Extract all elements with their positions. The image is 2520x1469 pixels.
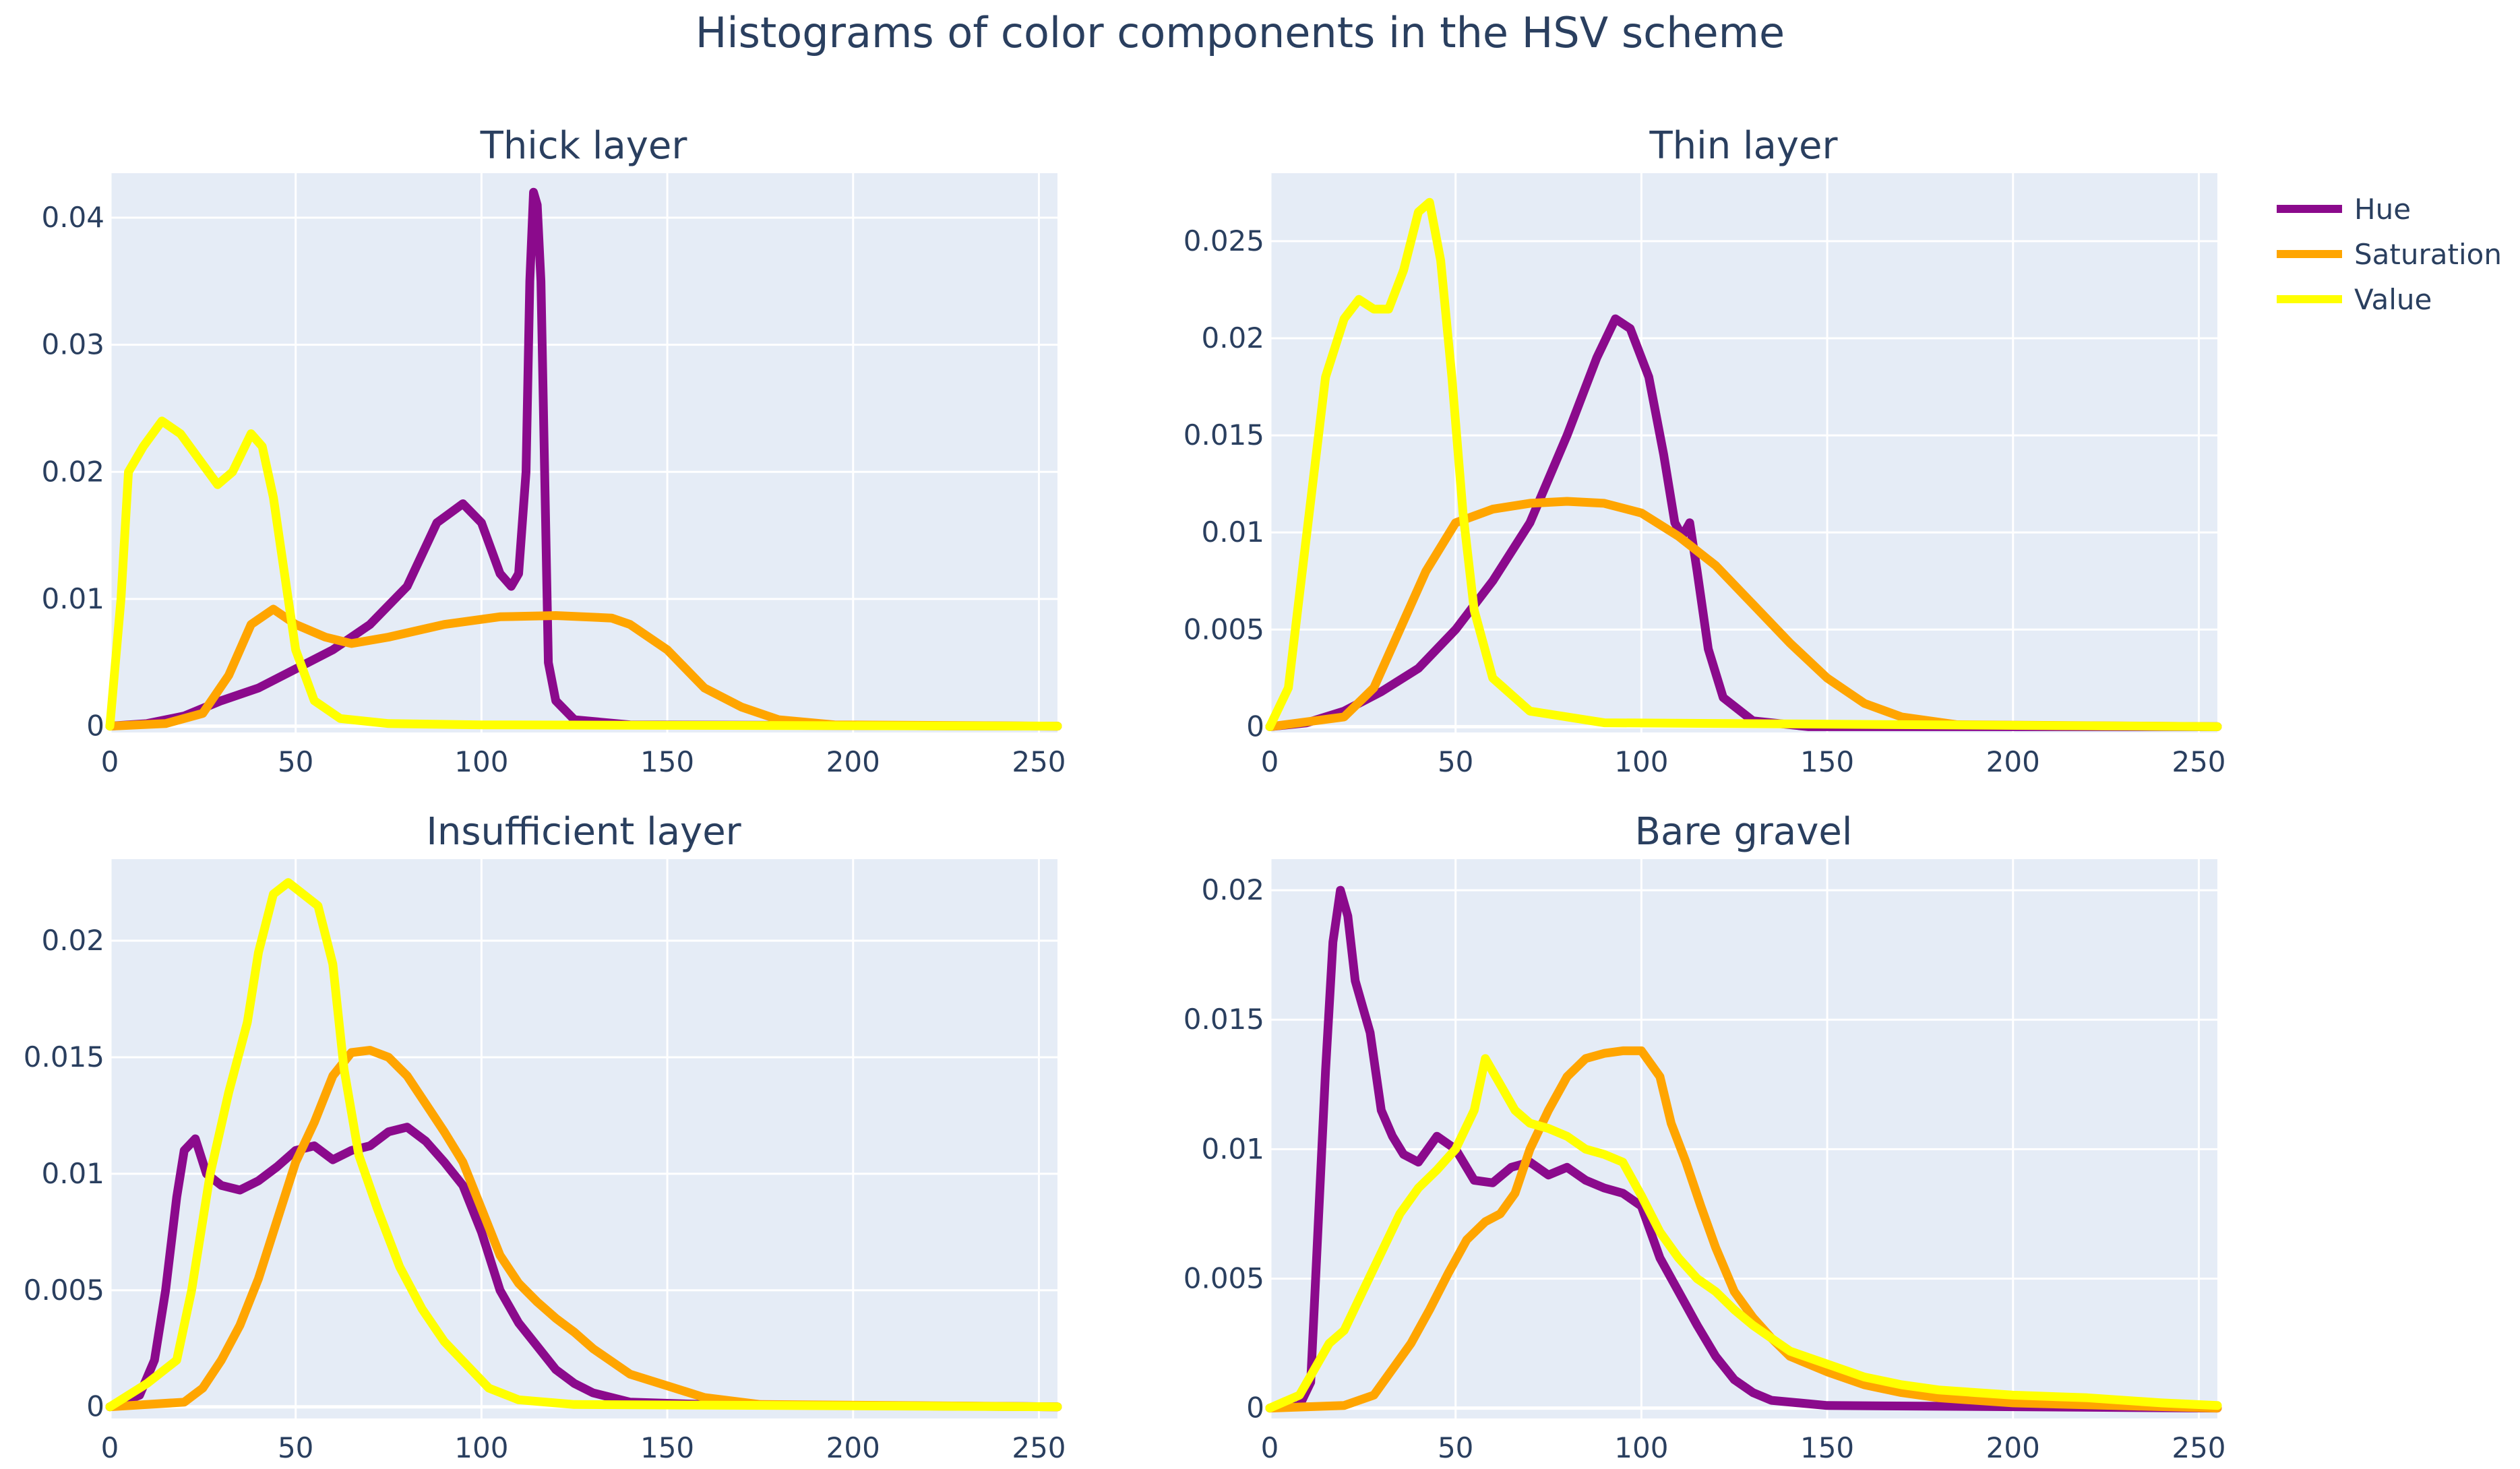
x-tick-label: 150 — [1800, 745, 1854, 778]
plot-area — [110, 173, 1057, 732]
legend-item-saturation: Saturation — [2277, 238, 2502, 271]
y-tick-label: 0 — [1246, 1392, 1264, 1425]
x-tick-label: 0 — [1261, 1431, 1279, 1464]
y-tick-label: 0.015 — [24, 1040, 104, 1073]
x-tick-label: 250 — [2172, 745, 2225, 778]
x-tick-label: 100 — [454, 745, 508, 778]
x-tick-label: 0 — [101, 745, 119, 778]
x-tick-label: 200 — [1986, 1431, 2040, 1464]
x-tick-label: 250 — [2172, 1431, 2225, 1464]
legend: Hue Saturation Value — [2277, 193, 2502, 316]
x-tick-label: 200 — [1986, 745, 2040, 778]
y-tick-label: 0.015 — [1184, 1003, 1264, 1036]
x-tick-label: 250 — [1012, 1431, 1066, 1464]
plot-area — [1270, 859, 2217, 1418]
y-tick-label: 0.015 — [1184, 418, 1264, 451]
subplot-title: Thick layer — [480, 124, 688, 168]
legend-label: Hue — [2354, 193, 2411, 226]
plot-area — [1270, 173, 2217, 732]
y-tick-label: 0.04 — [41, 201, 104, 234]
y-tick-label: 0.03 — [41, 328, 104, 361]
panel-insufficient-layer: 0 50 100 150 200 250 0 0.005 0.01 0.015 0.02 Insuff… — [24, 810, 1066, 1464]
x-tick-label: 150 — [640, 745, 694, 778]
series-line-value — [1265, 1054, 2222, 1413]
y-tick-label: 0.02 — [41, 924, 104, 957]
panel-thin-layer: 0 50 100 150 200 250 0 0.005 0.01 0.015 0.02 0.025 T… — [1184, 124, 2226, 778]
y-tick-label: 0.01 — [41, 582, 104, 615]
x-tick-label: 50 — [278, 1431, 313, 1464]
plot-area — [110, 859, 1057, 1418]
figure-title: Histograms of color components in the HS… — [696, 8, 1785, 57]
y-tick-label: 0.02 — [41, 455, 104, 488]
subplot-title: Thin layer — [1649, 124, 1838, 168]
y-tick-label: 0.005 — [24, 1274, 104, 1307]
x-tick-label: 150 — [1800, 1431, 1854, 1464]
x-tick-label: 200 — [826, 745, 880, 778]
x-tick-label: 100 — [1614, 1431, 1668, 1464]
y-tick-label: 0.02 — [1201, 873, 1264, 906]
y-tick-label: 0.005 — [1184, 1262, 1264, 1295]
x-tick-label: 250 — [1012, 745, 1066, 778]
x-tick-label: 50 — [278, 745, 313, 778]
y-tick-label: 0 — [86, 1390, 104, 1423]
legend-item-hue: Hue — [2277, 193, 2411, 226]
panel-thick-layer: 0 50 100 150 200 250 0 0.01 0.02 0.03 0.04 Thick la… — [41, 124, 1066, 778]
x-tick-label: 0 — [101, 1431, 119, 1464]
series-line-hue — [1265, 314, 2222, 731]
x-tick-label: 200 — [826, 1431, 880, 1464]
y-tick-label: 0.02 — [1201, 321, 1264, 354]
panel-bare-gravel: 0 50 100 150 200 250 0 0.005 0.01 0.015 0.02 Bare g… — [1184, 810, 2226, 1464]
x-tick-label: 100 — [1614, 745, 1668, 778]
x-tick-label: 150 — [640, 1431, 694, 1464]
y-tick-label: 0 — [86, 710, 104, 743]
series-line-value — [105, 416, 1062, 731]
legend-label: Value — [2354, 283, 2432, 316]
x-tick-label: 50 — [1438, 1431, 1473, 1464]
y-tick-label: 0 — [1246, 710, 1264, 743]
series-line-saturation — [1265, 497, 2222, 731]
series-line-saturation — [105, 604, 1062, 731]
series-line-value — [105, 878, 1062, 1412]
x-tick-label: 50 — [1438, 745, 1473, 778]
y-tick-label: 0.005 — [1184, 613, 1264, 646]
legend-item-value: Value — [2277, 283, 2432, 316]
series-line-value — [1265, 197, 2222, 731]
series-line-hue — [1265, 885, 2222, 1413]
y-tick-label: 0.01 — [41, 1157, 104, 1190]
x-tick-label: 100 — [454, 1431, 508, 1464]
series-line-hue — [105, 187, 1062, 731]
subplot-title: Bare gravel — [1635, 810, 1853, 854]
y-tick-label: 0.025 — [1184, 224, 1264, 257]
series-line-saturation — [1265, 1046, 2222, 1413]
series-line-saturation — [105, 1046, 1062, 1412]
x-tick-label: 0 — [1261, 745, 1279, 778]
y-tick-label: 0.01 — [1201, 515, 1264, 549]
legend-label: Saturation — [2354, 238, 2502, 271]
subplot-title: Insufficient layer — [426, 810, 741, 854]
y-tick-label: 0.01 — [1201, 1132, 1264, 1165]
